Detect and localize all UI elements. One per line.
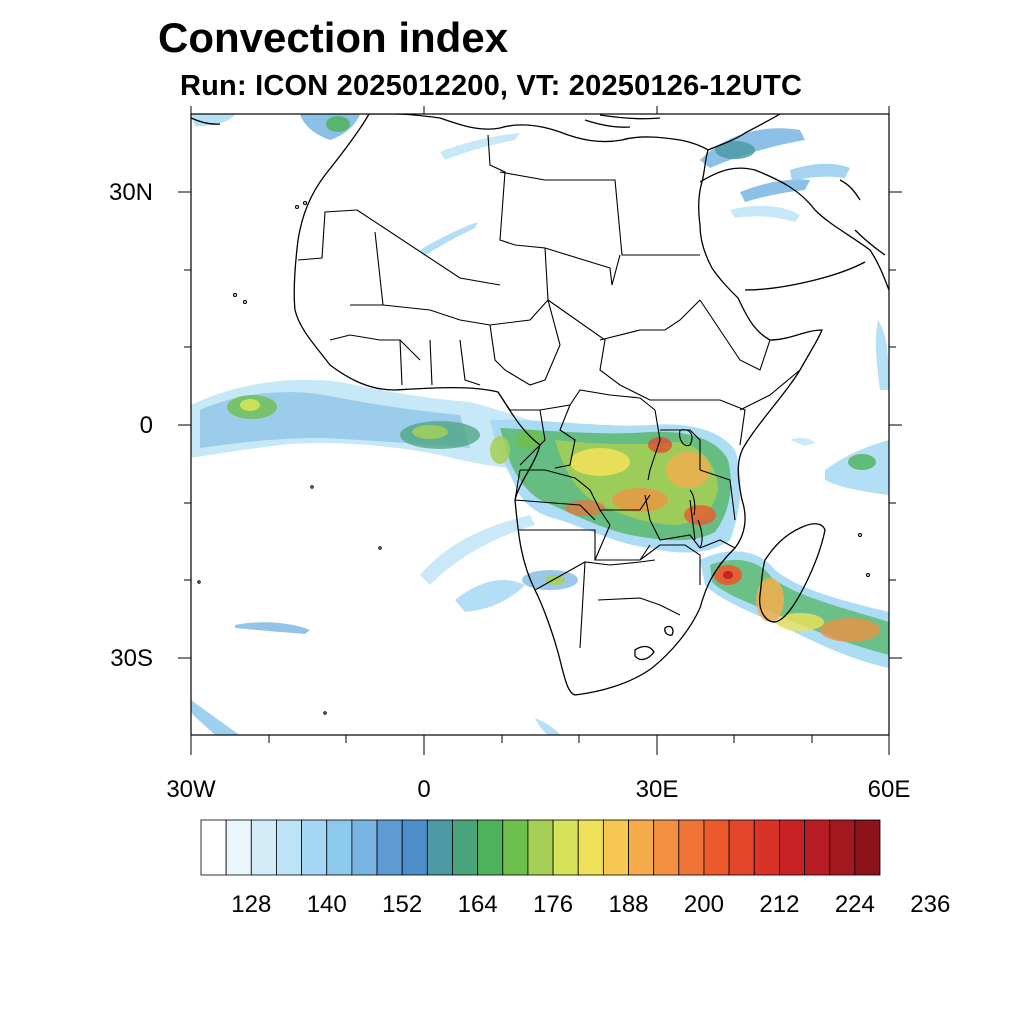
- colorbar-tick-label: 200: [684, 891, 724, 918]
- colorbar-box: [552, 819, 579, 876]
- colorbar-box: [225, 819, 252, 876]
- colorbar-box: [351, 819, 378, 876]
- lat-label-30s: 30S: [110, 645, 153, 672]
- colorbar-box: [326, 819, 353, 876]
- convection-field: [191, 114, 889, 735]
- colorbar-box: [301, 819, 328, 876]
- colorbar-box: [527, 819, 554, 876]
- lat-label-0: 0: [140, 412, 153, 439]
- colorbar-box: [703, 819, 730, 876]
- lon-label-30w: 30W: [166, 776, 216, 803]
- colorbar-tick-label: 212: [759, 891, 799, 918]
- map-area: [191, 114, 889, 735]
- colorbar-box: [376, 819, 403, 876]
- colorbar-tick-label: 224: [835, 891, 875, 918]
- axis-ticks: [178, 106, 902, 755]
- lon-label-0: 0: [417, 776, 430, 803]
- colorbar-box: [728, 819, 755, 876]
- lon-label-60e: 60E: [868, 776, 911, 803]
- colorbar-box: [452, 819, 479, 876]
- colorbar-box: [653, 819, 680, 876]
- colorbar-box: [804, 819, 831, 876]
- colorbar-box: [779, 819, 805, 876]
- colorbar-tick-label: 164: [458, 891, 498, 918]
- lon-label-30e: 30E: [636, 776, 679, 803]
- colorbar: 128 140 152 164 176 188 200 212 224 236: [200, 819, 950, 918]
- colorbar-box: [854, 819, 881, 876]
- colorbar-box: [502, 819, 529, 876]
- colorbar-box: [628, 819, 655, 876]
- chart-subtitle: Run: ICON 2025012200, VT: 20250126-12UTC: [180, 70, 803, 102]
- colorbar-box: [401, 819, 428, 876]
- chart-title: Convection index: [158, 14, 509, 61]
- coastlines: [191, 114, 889, 696]
- colorbar-box: [477, 819, 504, 876]
- colorbar-box: [753, 819, 780, 876]
- colorbar-box: [200, 819, 227, 876]
- colorbar-box: [426, 819, 453, 876]
- colorbar-box: [678, 819, 705, 876]
- colorbar-box: [829, 819, 856, 876]
- country-borders: [297, 134, 801, 649]
- colorbar-tick-label: 188: [608, 891, 648, 918]
- colorbar-tick-label: 152: [382, 891, 422, 918]
- colorbar-box: [577, 819, 604, 876]
- colorbar-tick-label: 176: [533, 891, 573, 918]
- colorbar-box: [250, 819, 277, 876]
- colorbar-box: [276, 819, 302, 876]
- colorbar-tick-label: 128: [231, 891, 271, 918]
- colorbar-tick-label: 140: [307, 891, 347, 918]
- colorbar-box: [602, 819, 629, 876]
- colorbar-tick-label: 236: [910, 891, 950, 918]
- lat-label-30n: 30N: [109, 179, 153, 206]
